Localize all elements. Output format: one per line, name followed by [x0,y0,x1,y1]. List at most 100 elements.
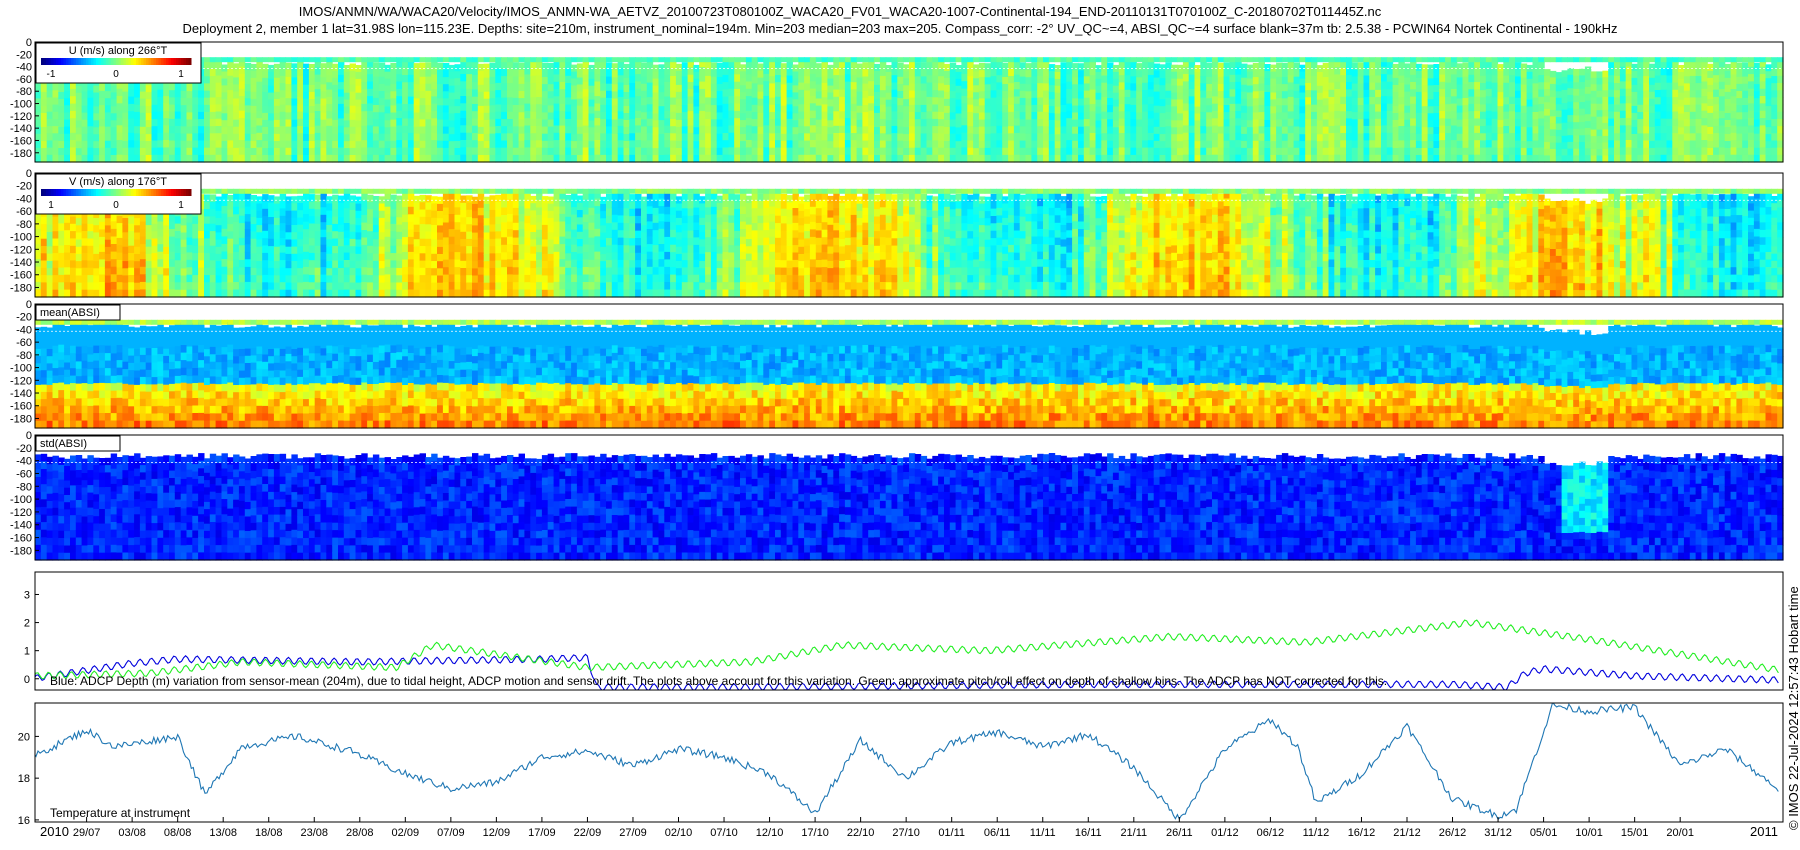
x-tick-label: 01/11 [938,827,965,839]
x-tick-label: 28/08 [346,827,374,839]
panel-frame-depth_variation [34,571,1784,691]
y-tick-label: -140 [10,123,32,135]
series-line-pitch_roll_line [35,619,1779,680]
y-tick-label: 2 [24,618,30,630]
y-tick-label: -180 [10,413,32,425]
legend-label: U (m/s) along 266°T [69,45,168,57]
y-tick-label: 18 [18,773,30,785]
y-tick-label: -60 [16,337,32,349]
colorbar [41,58,192,65]
legend-box [35,304,121,321]
series-line-temperature_line [35,703,1779,821]
figure-title-line-1: IMOS/ANMN/WA/WACA20/Velocity/IMOS_ANMN-W… [298,4,1382,19]
panel-frame-temperature [34,702,1784,823]
y-tick-label: -40 [16,456,32,468]
heatmap-std_absi [35,453,1784,561]
x-tick-label: 26/11 [1166,827,1193,839]
colorbar [41,189,192,196]
y-tick-label: -20 [16,443,32,455]
heatmap-mean_absi [35,319,1784,429]
y-tick-label: -160 [10,533,32,545]
x-tick-label: 29/07 [73,827,101,839]
y-tick-label: -100 [10,99,32,111]
y-axis-u: 0-20-40-60-80-100-120-140-160-180 [10,37,39,160]
legend-std_absi: std(ABSI) [35,435,121,452]
series-line-adcp_depth_line [35,653,1779,690]
heatmap-u [35,57,1784,163]
y-tick-label: -20 [16,181,32,193]
x-tick-label: 21/11 [1120,827,1147,839]
figure-title-line-2: Deployment 2, member 1 lat=31.98S lon=11… [182,21,1618,36]
panel-frame-v [34,172,1784,298]
x-tick-label: 17/09 [528,827,556,839]
x-tick-label: 21/12 [1393,827,1421,839]
x-tick-label: 02/10 [665,827,693,839]
y-tick-label: -40 [16,193,32,205]
y-tick-label: -160 [10,135,32,147]
panel-frame-std_absi [34,434,1784,561]
y-tick-label: 0 [26,168,32,180]
y-tick-label: -180 [10,282,32,294]
y-tick-label: -180 [10,148,32,160]
y-tick-label: -120 [10,111,32,123]
panel-annotation-temperature: Temperature at instrument [50,806,191,820]
colorbar-tick-label: 0 [113,200,119,211]
x-tick-label: 05/01 [1530,827,1558,839]
x-tick-label: 11/11 [1030,827,1056,839]
y-tick-label: 0 [24,674,30,686]
x-tick-label: 17/10 [801,827,829,839]
panel-bg-temperature [35,703,1783,822]
x-tick-label: 16/11 [1075,827,1102,839]
legend-label: V (m/s) along 176°T [69,176,167,188]
x-tick-label: 10/01 [1575,827,1603,839]
y-tick-label: -60 [16,468,32,480]
y-tick-label: -40 [16,324,32,336]
y-tick-label: 16 [18,815,30,827]
x-tick-label: 06/12 [1257,827,1285,839]
x-tick-label: 03/08 [118,827,146,839]
y-tick-label: -60 [16,74,32,86]
colorbar-tick-label: -1 [47,69,56,80]
x-tick-label: 11/12 [1303,827,1330,839]
colorbar-tick-label: 1 [48,200,54,211]
y-tick-label: -120 [10,507,32,519]
y-tick-label: -100 [10,232,32,244]
y-tick-label: -100 [10,363,32,375]
x-tick-label: 18/08 [255,827,283,839]
y-tick-label: -20 [16,312,32,324]
y-axis-temperature: 16 18 20 [18,731,39,827]
x-tick-label: 22/10 [847,827,875,839]
x-tick-label: 16/12 [1348,827,1376,839]
y-tick-label: 0 [26,299,32,311]
y-tick-label: -120 [10,375,32,387]
x-tick-label: 27/09 [619,827,647,839]
x-tick-label: 06/11 [984,827,1011,839]
y-tick-label: -140 [10,520,32,532]
legend-label: std(ABSI) [40,438,87,450]
x-tick-label: 23/08 [300,827,328,839]
y-tick-label: -40 [16,62,32,74]
legend-v: V (m/s) along 176°T 1 0 1 [35,173,202,215]
copyright-credit: © IMOS 22-Jul-2024 12:57:43 Hobart time [1786,586,1800,830]
legend-label: mean(ABSI) [40,307,100,319]
y-tick-label: -80 [16,86,32,98]
x-tick-label: 15/01 [1621,827,1649,839]
y-tick-label: -80 [16,219,32,231]
x-tick-label: 12/10 [756,827,784,839]
panel-annotation-depth_variation: Blue: ADCP Depth (m) variation from sens… [50,674,1387,688]
y-tick-label: -20 [16,49,32,61]
y-tick-label: 1 [24,646,30,658]
heatmap-v [35,188,1784,298]
x-axis: 29/07 03/08 08/08 13/08 18/08 23/08 28/08 02/09… [40,817,1778,839]
y-tick-label: -160 [10,270,32,282]
x-tick-label: 31/12 [1484,827,1512,839]
y-tick-label: -80 [16,350,32,362]
y-tick-label: 3 [24,589,30,601]
y-tick-label: -140 [10,257,32,269]
x-tick-label: 01/12 [1211,827,1239,839]
y-tick-label: -160 [10,401,32,413]
x-tick-label: 07/09 [437,827,465,839]
panel-frame-u [34,41,1784,163]
year-label-end: 2011 [1750,824,1778,839]
y-tick-label: 20 [18,731,30,743]
